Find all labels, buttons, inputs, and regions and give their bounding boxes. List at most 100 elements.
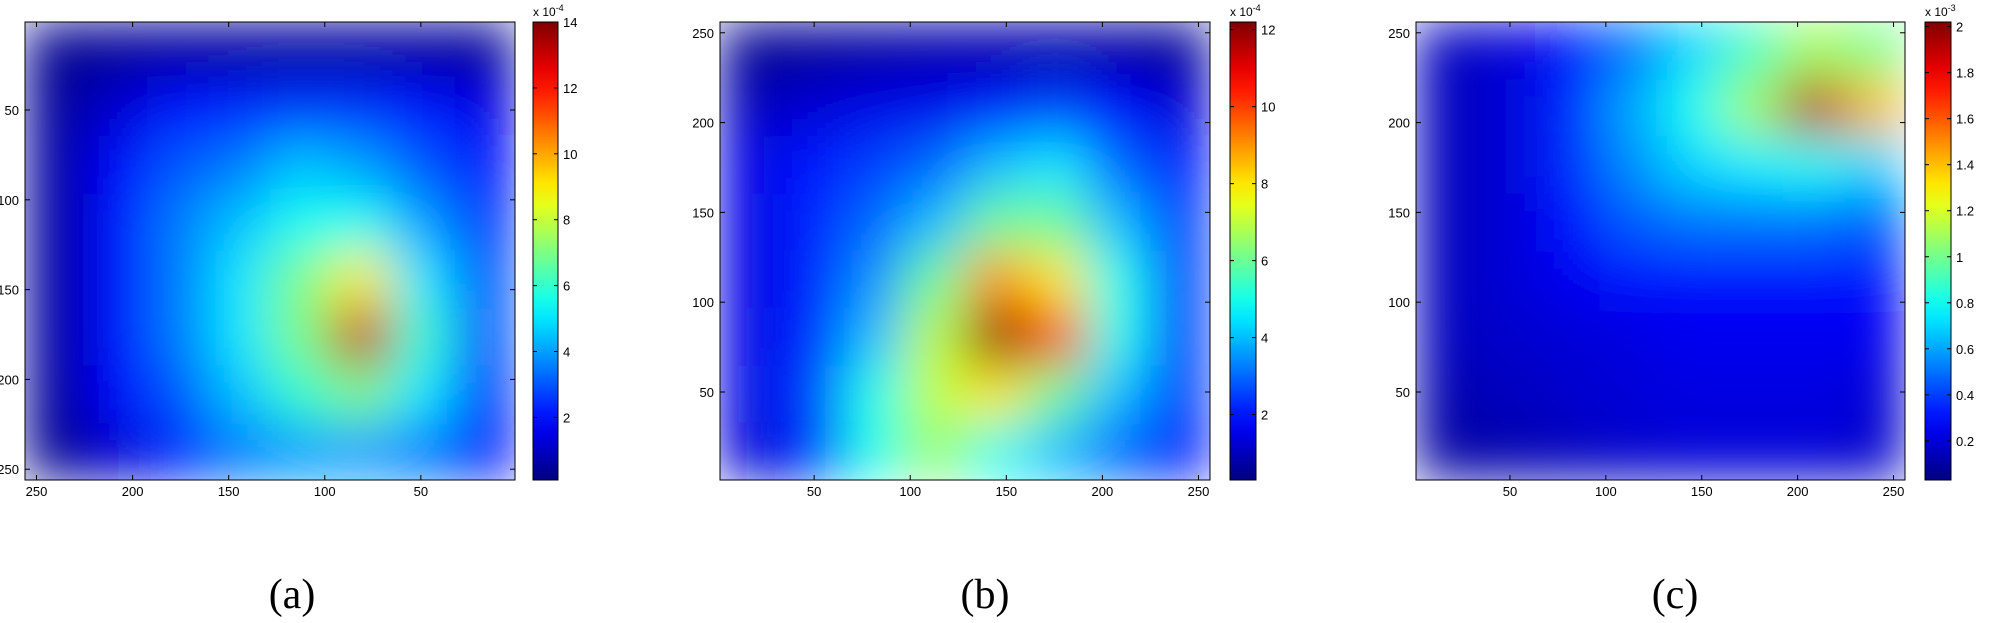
heat-cell: [392, 422, 455, 480]
colorbar-tick-label: 6: [1261, 254, 1268, 269]
y-tick-label: 200: [692, 116, 714, 131]
heat-cell: [1026, 136, 1088, 195]
heat-cell: [1416, 136, 1478, 195]
colorbar-tick-label: 0.2: [1956, 434, 1974, 449]
heat-cell: [208, 193, 271, 252]
heat-cell: [1599, 136, 1661, 195]
heat-cell: [903, 22, 966, 80]
heat-cell: [1660, 251, 1723, 309]
heat-cell: [147, 136, 210, 195]
heat-cell: [208, 79, 271, 137]
multiplier-base: x 10: [1230, 5, 1253, 19]
heat-cell: [1782, 79, 1845, 137]
y-tick-label: 150: [1388, 205, 1410, 220]
heat-cell: [270, 365, 332, 424]
heat-cell: [1782, 22, 1845, 80]
heat-cell: [965, 308, 1027, 366]
x-tick-label: 200: [1092, 484, 1114, 499]
heat-cell: [331, 308, 393, 366]
heat-cell: [1026, 79, 1088, 137]
heat-cell: [1660, 193, 1723, 252]
heat-cell: [842, 365, 905, 424]
heat-cell: [903, 308, 966, 366]
heat-cell: [1087, 193, 1150, 252]
heat-cell: [270, 251, 332, 309]
heat-cell: [392, 136, 455, 195]
multiplier-base: x 10: [1925, 5, 1948, 19]
heat-field: [720, 22, 1210, 480]
heat-cell: [208, 308, 271, 366]
colorbar-tick-label: 8: [563, 213, 570, 228]
heat-cell: [842, 251, 905, 309]
heat-cell: [1660, 422, 1723, 480]
colorbar-tick-label: 8: [1261, 177, 1268, 192]
colorbar-tick-label: 12: [1261, 23, 1275, 38]
heat-cell: [1721, 365, 1784, 424]
colorbar: [1924, 21, 1952, 481]
multiplier-exponent: -4: [1253, 3, 1261, 13]
heat-cell: [842, 136, 905, 195]
heat-cell: [781, 193, 843, 252]
heat-cell: [453, 422, 515, 480]
heat-cell: [331, 79, 393, 137]
heat-cell: [1087, 308, 1150, 366]
heat-cell: [965, 365, 1027, 424]
heat-cell: [1026, 308, 1088, 366]
heat-cell: [1843, 308, 1905, 366]
heat-cell: [147, 308, 210, 366]
multiplier-exponent: -3: [1948, 3, 1956, 13]
colorbar-tick-label: 10: [1261, 100, 1275, 115]
heat-cell: [1026, 193, 1088, 252]
heat-cell: [842, 193, 905, 252]
heat-cell: [1843, 365, 1905, 424]
x-tick-label: 100: [314, 484, 336, 499]
heat-cell: [25, 251, 87, 309]
heat-cell: [331, 136, 393, 195]
colorbar-tick-label: 1.8: [1956, 66, 1974, 81]
y-tick-label: 100: [692, 295, 714, 310]
heat-cell: [392, 193, 455, 252]
x-tick-label: 50: [414, 484, 428, 499]
heat-cell: [270, 193, 332, 252]
heat-cell: [392, 79, 455, 137]
heat-cell: [25, 308, 87, 366]
y-tick-label: 200: [0, 372, 19, 387]
heat-cell: [270, 22, 332, 80]
x-tick-label: 250: [26, 484, 48, 499]
heat-cell: [1843, 136, 1905, 195]
heat-cell: [270, 308, 332, 366]
colorbar-tick-label: 0.8: [1956, 296, 1974, 311]
heat-cell: [1538, 136, 1600, 195]
heat-cell: [1477, 365, 1539, 424]
colorbar-tick-label: 10: [563, 147, 577, 162]
heat-cell: [1599, 365, 1661, 424]
heat-cell: [25, 422, 87, 480]
heat-cell: [392, 365, 455, 424]
heat-cell: [1148, 136, 1210, 195]
heat-cell: [147, 22, 210, 80]
heat-cell: [1843, 79, 1905, 137]
colorbar-tick-label: 2: [1956, 20, 1963, 35]
heat-cell: [1477, 308, 1539, 366]
x-tick-label: 100: [899, 484, 921, 499]
heat-cell: [842, 308, 905, 366]
y-tick-label: 150: [692, 205, 714, 220]
y-tick-label: 250: [692, 26, 714, 41]
heat-cell: [331, 22, 393, 80]
heat-cell: [965, 79, 1027, 137]
heat-cell: [453, 193, 515, 252]
heat-cell: [720, 136, 782, 195]
heat-cell: [270, 422, 332, 480]
heat-cell: [331, 365, 393, 424]
heat-cell: [781, 422, 843, 480]
heat-cell: [453, 136, 515, 195]
heat-cell: [25, 365, 87, 424]
heat-cell: [1721, 251, 1784, 309]
heat-cell: [1843, 251, 1905, 309]
x-tick-label: 150: [995, 484, 1017, 499]
heat-cell: [1416, 308, 1478, 366]
heat-cell: [720, 193, 782, 252]
heat-cell: [1026, 422, 1088, 480]
heat-cell: [1477, 251, 1539, 309]
colorbar-tick-label: 6: [563, 279, 570, 294]
